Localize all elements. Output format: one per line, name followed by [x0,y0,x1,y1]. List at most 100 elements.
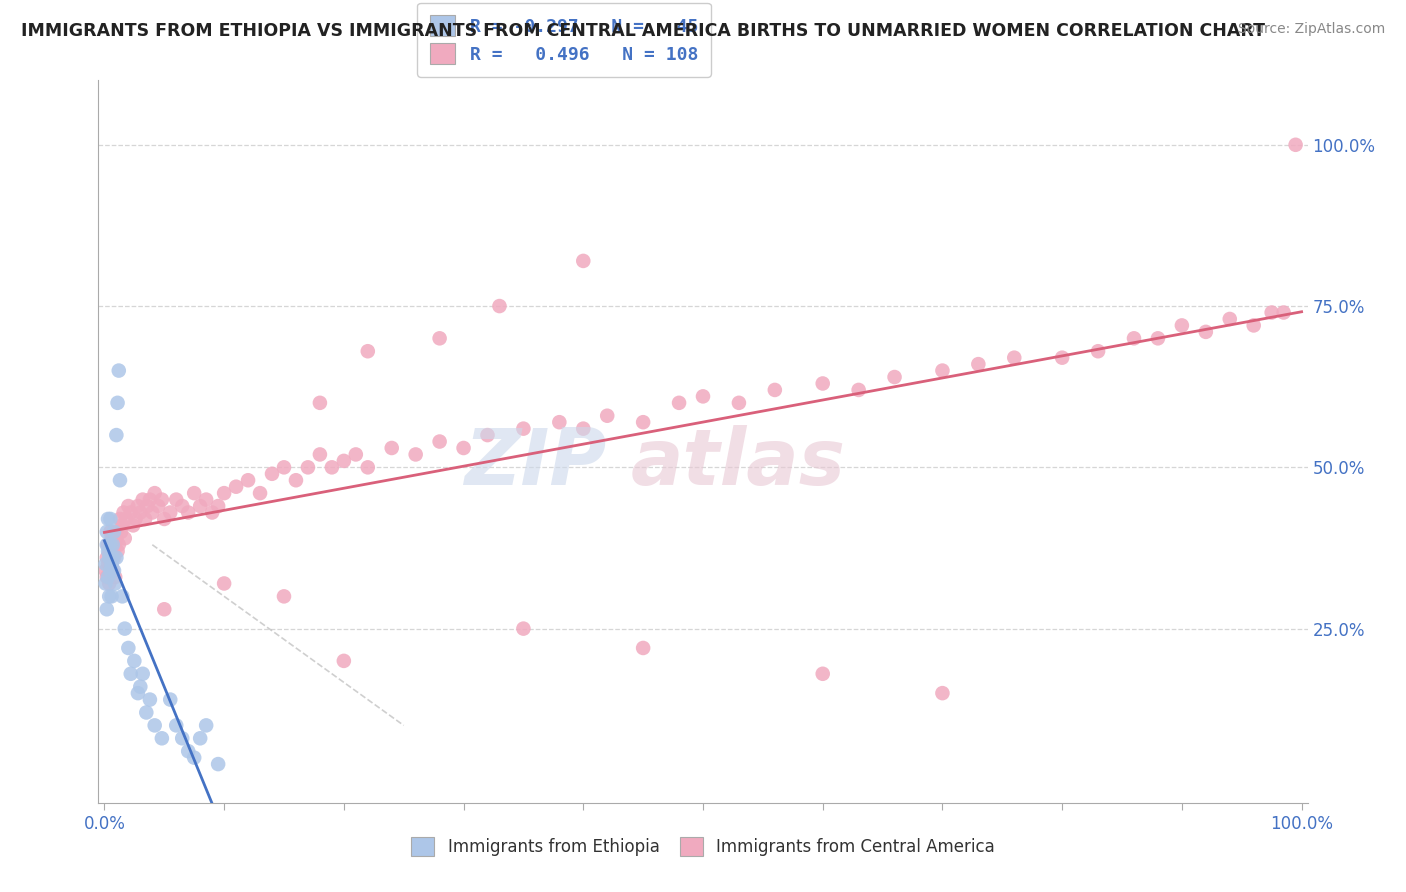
Point [188,731,211,746]
Point [96,570,118,584]
Point [188,499,211,513]
Point [1050,351,1073,365]
Point [98,576,121,591]
Point [127,499,149,513]
Point [488,299,510,313]
Point [111,518,134,533]
Point [260,467,283,481]
Point [98,544,121,558]
Point [212,486,235,500]
Point [405,447,427,461]
Point [236,473,259,487]
Point [165,492,187,507]
Point [177,744,200,758]
Point [120,506,142,520]
Point [110,524,132,539]
Point [273,590,295,604]
Point [98,550,121,565]
Point [103,564,125,578]
Point [100,564,122,578]
Point [120,666,142,681]
Point [429,434,451,449]
Point [1260,305,1282,319]
Point [183,486,205,500]
Point [1171,318,1194,333]
Point [96,550,118,565]
Point [98,590,121,604]
Point [94,564,117,578]
Point [321,460,343,475]
Point [100,538,122,552]
Point [96,538,118,552]
Point [477,428,499,442]
Point [883,370,905,384]
Point [931,686,953,700]
Point [100,557,122,571]
Point [111,590,134,604]
Point [117,640,139,655]
Point [107,538,129,552]
Point [132,492,155,507]
Point [512,622,534,636]
Point [309,396,332,410]
Point [105,531,128,545]
Point [104,538,127,552]
Point [100,557,122,571]
Point [115,512,138,526]
Point [172,731,194,746]
Point [344,447,367,461]
Point [931,363,953,377]
Point [207,499,229,513]
Point [122,518,145,533]
Point [103,550,125,565]
Point [429,331,451,345]
Point [249,486,271,500]
Point [143,718,166,732]
Point [1243,318,1265,333]
Point [728,396,751,410]
Point [1284,137,1306,152]
Point [195,492,218,507]
Point [273,460,295,475]
Point [225,480,247,494]
Point [572,422,595,436]
Point [112,506,135,520]
Point [114,622,136,636]
Point [596,409,619,423]
Point [153,602,176,616]
Point [177,506,200,520]
Point [107,396,129,410]
Point [103,544,125,558]
Point [129,506,152,520]
Point [357,460,380,475]
Point [150,492,173,507]
Point [297,460,319,475]
Point [207,757,229,772]
Point [631,640,654,655]
Text: IMMIGRANTS FROM ETHIOPIA VS IMMIGRANTS FROM CENTRAL AMERICA BIRTHS TO UNMARRIED : IMMIGRANTS FROM ETHIOPIA VS IMMIGRANTS F… [21,22,1265,40]
Point [159,692,181,706]
Point [143,486,166,500]
Point [107,544,129,558]
Point [100,590,122,604]
Point [1087,344,1109,359]
Point [848,383,870,397]
Point [134,512,156,526]
Point [136,499,159,513]
Point [811,666,834,681]
Point [172,499,194,513]
Point [572,254,595,268]
Point [94,557,117,571]
Point [212,576,235,591]
Point [100,550,122,565]
Point [512,422,534,436]
Point [104,570,127,584]
Point [153,512,176,526]
Point [139,692,162,706]
Point [333,654,356,668]
Point [132,666,155,681]
Point [108,473,131,487]
Point [548,415,571,429]
Point [811,376,834,391]
Point [453,441,475,455]
